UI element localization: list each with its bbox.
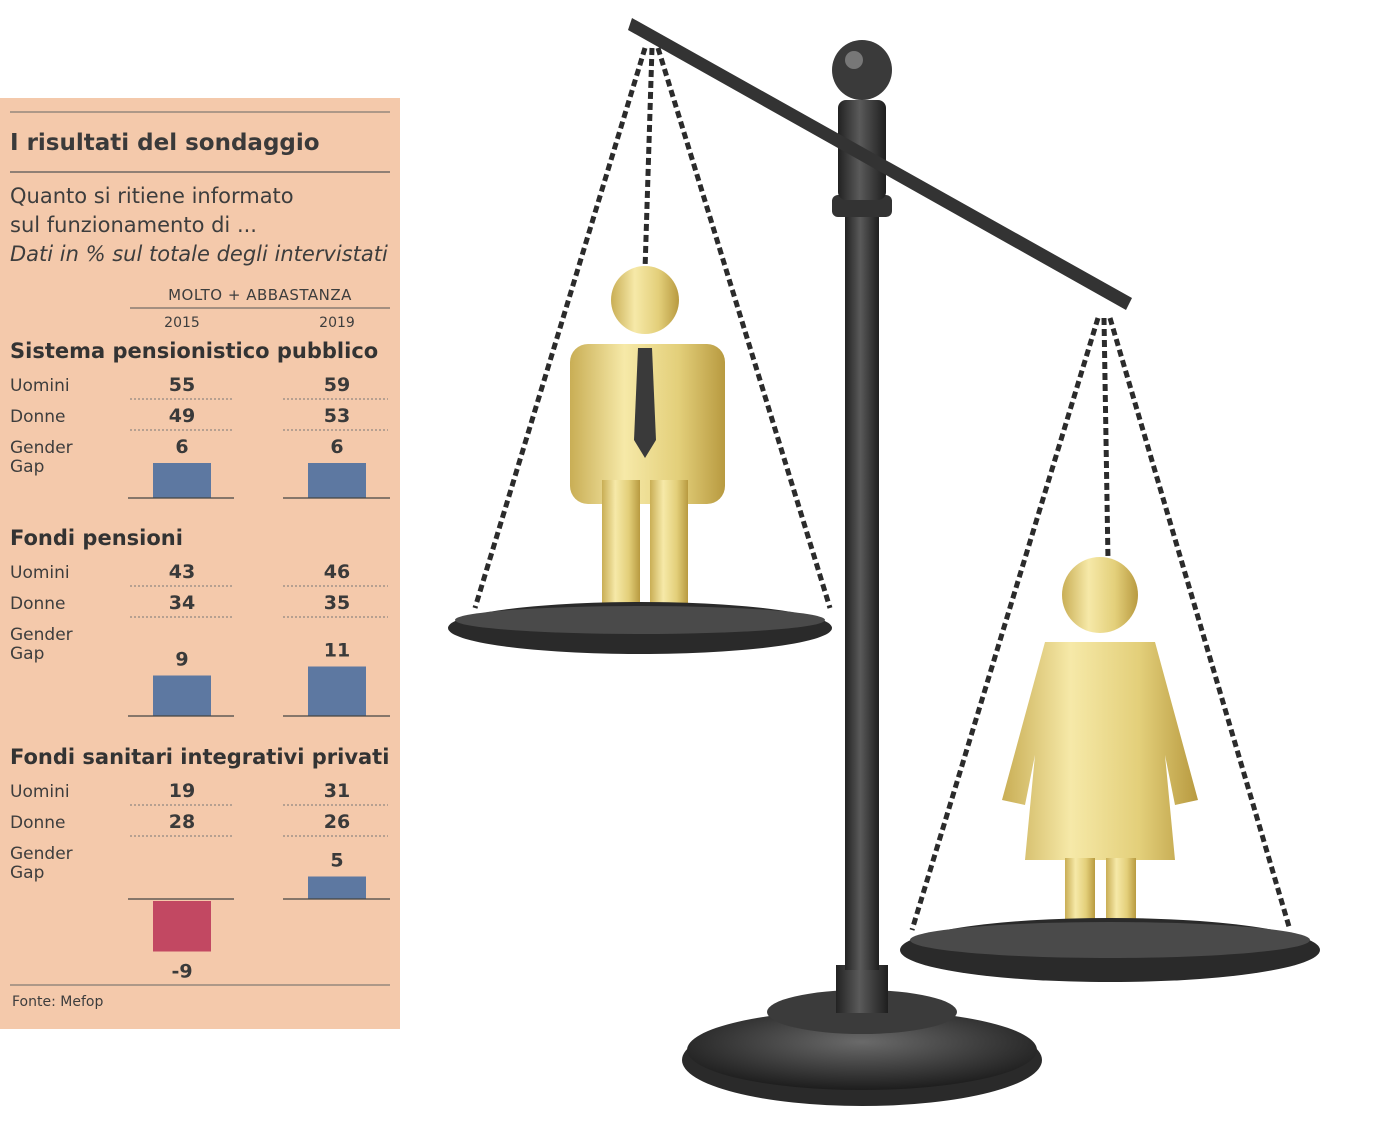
right-pan [900,918,1320,982]
year-label: 2019 [319,315,355,331]
value-women: 34 [169,592,195,614]
gap-bar [153,901,211,952]
row-label-gap: Gender [10,625,73,645]
section-title: Sistema pensionistico pubblico [10,339,378,363]
scale-column [832,40,892,970]
row-label-women: Donne [10,813,66,833]
value-women: 26 [324,811,350,833]
value-men: 19 [169,780,195,802]
chart-title: I risultati del sondaggio [10,130,320,156]
row-label-gap: Gap [10,644,44,664]
row-label-women: Donne [10,407,66,427]
source-note: Fonte: Mefop [12,994,103,1010]
gap-value-label: 6 [330,436,343,458]
section-title: Fondi pensioni [10,526,183,550]
gap-bar [153,675,211,716]
gap-bar [153,463,211,498]
survey-chart: I risultati del sondaggio Quanto si ritie… [10,111,390,1010]
gap-value-label: 5 [330,850,343,872]
left-pan [448,602,832,654]
gap-value-label: 9 [175,649,188,671]
value-men: 55 [169,374,195,396]
woman-figure-icon [1002,557,1198,953]
row-label-men: Uomini [10,563,70,583]
chart-subtitle-line: sul funzionamento di ... [10,213,257,237]
gap-value-label: 6 [175,436,188,458]
row-label-gap: Gender [10,844,73,864]
row-label-men: Uomini [10,376,70,396]
row-label-men: Uomini [10,782,70,802]
scale-beam [628,18,1132,310]
chart-subtitle-line: Quanto si ritiene informato [10,184,294,208]
value-men: 46 [324,561,350,583]
value-women: 28 [169,811,195,833]
right-chains [909,317,1293,931]
gap-value-label: -9 [171,961,192,983]
value-men: 59 [324,374,350,396]
man-figure-icon [570,266,725,610]
value-men: 43 [169,561,195,583]
column-header: MOLTO + ABBASTANZA [168,286,352,304]
row-label-gap: Gap [10,863,44,883]
value-women: 53 [324,405,350,427]
row-label-gap: Gap [10,457,44,477]
value-women: 49 [169,405,195,427]
row-label-gap: Gender [10,438,73,458]
value-women: 35 [324,592,350,614]
balance-scale-illustration [448,18,1320,1106]
row-label-women: Donne [10,594,66,614]
section-title: Fondi sanitari integrativi privati [10,745,389,769]
survey-infographic: I risultati del sondaggio Quanto si ritie… [0,98,400,1029]
gap-bar [308,666,366,716]
gap-value-label: 11 [324,640,350,662]
gap-bar [308,463,366,498]
value-men: 31 [324,780,350,802]
scale-base [682,965,1042,1106]
left-chains [472,47,833,609]
chart-note: Dati in % sul totale degli intervistati [10,242,388,266]
year-label: 2015 [164,315,200,331]
gap-bar [308,876,366,899]
